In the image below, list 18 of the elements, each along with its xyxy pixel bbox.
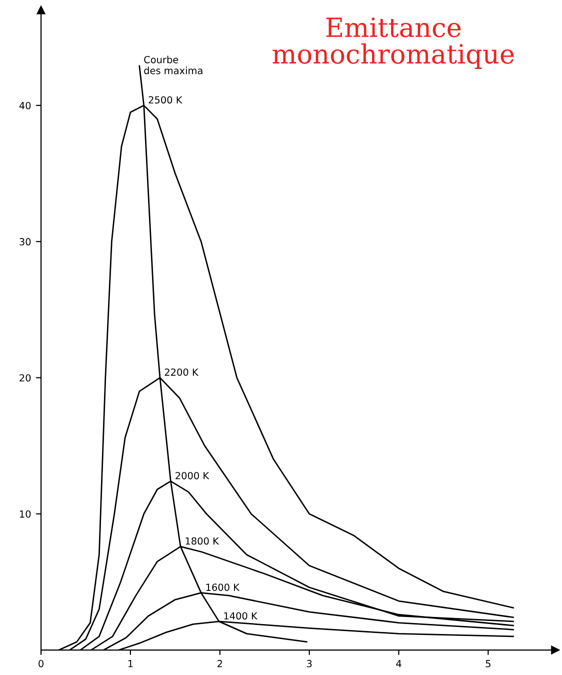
x-tick-label: 2 bbox=[218, 660, 222, 668]
y-tick-label: 20 bbox=[20, 374, 31, 382]
series-label: Courbe des maxima bbox=[144, 56, 202, 74]
series-label: 1800 K bbox=[186, 537, 220, 545]
x-tick-label: 4 bbox=[396, 660, 402, 668]
y-tick-label: 10 bbox=[20, 510, 31, 518]
x-tick-label: 1 bbox=[128, 660, 133, 668]
series-label: 2000 K bbox=[176, 472, 210, 480]
series-label: 1400 K bbox=[224, 612, 258, 620]
x-tick-label: 5 bbox=[486, 660, 490, 668]
series-label: 1600 K bbox=[206, 584, 240, 591]
text: Emittance monochromatique bbox=[272, 18, 514, 69]
x-tick-label: 3 bbox=[306, 660, 312, 668]
series-label: 2500 K bbox=[148, 96, 182, 104]
series-label: 2200 K bbox=[164, 368, 199, 376]
x-tick-label: 0 bbox=[38, 660, 44, 668]
y-tick-label: 30 bbox=[20, 238, 31, 246]
y-tick-label: 40 bbox=[19, 102, 31, 110]
